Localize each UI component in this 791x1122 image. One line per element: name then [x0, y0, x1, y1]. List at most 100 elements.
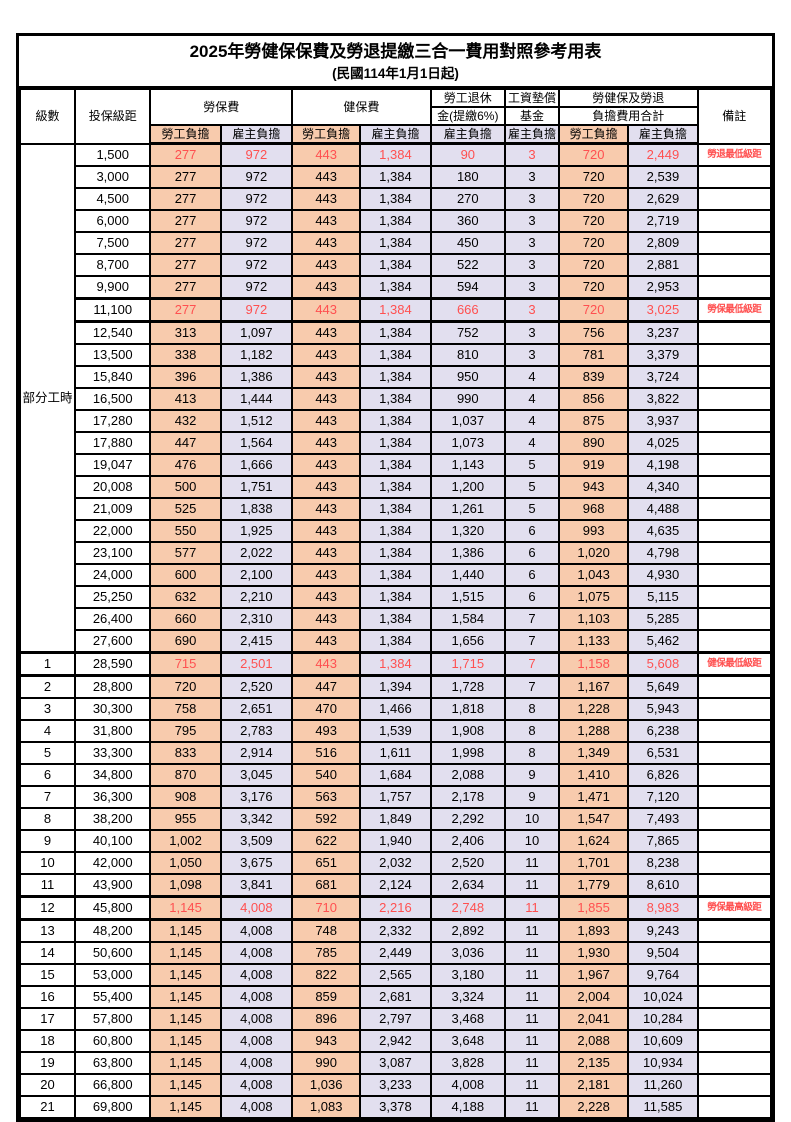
total-employer-cell: 2,449 [627, 142, 699, 167]
health-employer-cell: 1,384 [359, 365, 432, 389]
labor-employer-cell: 4,008 [219, 1095, 294, 1119]
salary-bracket-cell: 27,600 [74, 629, 152, 654]
salary-bracket-cell: 69,800 [74, 1095, 152, 1119]
salary-bracket-cell: 9,900 [74, 275, 152, 300]
wage-fund-employer-cell: 9 [503, 763, 560, 787]
table-row: 16 55,400 1,145 4,008 859 2,681 3,324 11 2,004 10… [18, 985, 773, 1009]
labor-employee-cell: 277 [149, 142, 222, 167]
labor-employer-cell: 2,100 [219, 563, 294, 587]
pension-employer-cell: 1,143 [429, 453, 506, 477]
remark-cell [696, 275, 773, 300]
wage-fund-employer-cell: 11 [503, 1007, 560, 1031]
labor-employer-cell: 2,783 [219, 719, 294, 743]
pension-employer-cell: 1,818 [429, 697, 506, 721]
health-employer-cell: 1,384 [359, 320, 432, 345]
total-employer-cell: 5,462 [627, 629, 699, 654]
table-row: 1 28,590 715 2,501 443 1,384 1,715 7 1,158 5,608 健… [18, 651, 773, 677]
health-employee-cell: 681 [291, 873, 362, 898]
health-employee-cell: 443 [291, 475, 362, 499]
total-employee-cell: 1,158 [557, 651, 630, 677]
table-row: 7 36,300 908 3,176 563 1,757 2,178 9 1,471 7,120 [18, 785, 773, 809]
health-employee-cell: 443 [291, 209, 362, 233]
total-employee-cell: 839 [557, 365, 630, 389]
remark-cell [696, 1007, 773, 1031]
health-employee-cell: 447 [291, 674, 362, 699]
salary-bracket-cell: 48,200 [74, 918, 152, 943]
total-employee-cell: 2,088 [557, 1029, 630, 1053]
table-row: 部分工時 1,500 277 972 443 1,384 90 3 720 2,449 勞退最低級距 [18, 142, 773, 654]
health-employee-cell: 540 [291, 763, 362, 787]
labor-employee-cell: 500 [149, 475, 222, 499]
health-employer-cell: 3,233 [359, 1073, 432, 1097]
labor-employee-cell: 1,145 [149, 895, 222, 921]
header-health-insurance: 健保費 [291, 88, 432, 126]
labor-employer-cell: 972 [219, 275, 294, 300]
wage-fund-employer-cell: 11 [503, 1051, 560, 1075]
total-employee-cell: 720 [557, 297, 630, 323]
total-employer-cell: 5,943 [627, 697, 699, 721]
health-employer-cell: 1,384 [359, 431, 432, 455]
level-cell: 4 [18, 719, 77, 743]
total-employer-cell: 3,937 [627, 409, 699, 433]
pension-employer-cell: 752 [429, 320, 506, 345]
subheader-labor-employee: 勞工負擔 [149, 124, 222, 145]
wage-fund-employer-cell: 11 [503, 1029, 560, 1053]
labor-employee-cell: 577 [149, 541, 222, 565]
labor-employee-cell: 1,145 [149, 1007, 222, 1031]
health-employee-cell: 443 [291, 187, 362, 211]
health-employer-cell: 2,797 [359, 1007, 432, 1031]
labor-employee-cell: 1,145 [149, 1051, 222, 1075]
labor-employer-cell: 4,008 [219, 1073, 294, 1097]
salary-bracket-cell: 21,009 [74, 497, 152, 521]
pension-employer-cell: 1,715 [429, 651, 506, 677]
header-wage-fund-line2: 基金 [503, 106, 560, 126]
remark-cell [696, 585, 773, 609]
level-cell: 21 [18, 1095, 77, 1119]
table-row: 10 42,000 1,050 3,675 651 2,032 2,520 11 1,701 8,… [18, 851, 773, 875]
health-employee-cell: 748 [291, 918, 362, 943]
title-block: 2025年勞健保保費及勞退提繳三合一費用對照參考用表 (民國114年1月1日起) [19, 36, 772, 88]
table-row: 13,500 338 1,182 443 1,384 810 3 781 3,379 [20, 343, 773, 367]
total-employer-cell: 4,340 [627, 475, 699, 499]
labor-employer-cell: 3,675 [219, 851, 294, 875]
labor-employee-cell: 1,145 [149, 985, 222, 1009]
premium-reference-sheet: 2025年勞健保保費及勞退提繳三合一費用對照參考用表 (民國114年1月1日起)… [16, 33, 775, 1122]
health-employee-cell: 443 [291, 629, 362, 654]
total-employee-cell: 1,167 [557, 674, 630, 699]
labor-employer-cell: 3,841 [219, 873, 294, 898]
health-employer-cell: 1,384 [359, 497, 432, 521]
remark-cell [696, 519, 773, 543]
pension-employer-cell: 3,468 [429, 1007, 506, 1031]
subheader-total-employer: 雇主負擔 [627, 124, 699, 145]
table-row: 25,250 632 2,210 443 1,384 1,515 6 1,075 5,115 [20, 585, 773, 609]
health-employer-cell: 1,384 [359, 541, 432, 565]
wage-fund-employer-cell: 11 [503, 963, 560, 987]
total-employee-cell: 720 [557, 253, 630, 277]
health-employee-cell: 443 [291, 297, 362, 323]
table-row: 19 63,800 1,145 4,008 990 3,087 3,828 11 2,135 10… [18, 1051, 773, 1075]
labor-employee-cell: 396 [149, 365, 222, 389]
salary-bracket-cell: 16,500 [74, 387, 152, 411]
labor-employer-cell: 4,008 [219, 895, 294, 921]
total-employee-cell: 1,471 [557, 785, 630, 809]
wage-fund-employer-cell: 4 [503, 365, 560, 389]
wage-fund-employer-cell: 5 [503, 475, 560, 499]
health-employer-cell: 1,384 [359, 297, 432, 323]
remark-cell [696, 475, 773, 499]
total-employee-cell: 1,701 [557, 851, 630, 875]
health-employee-cell: 859 [291, 985, 362, 1009]
labor-employee-cell: 1,145 [149, 1095, 222, 1119]
labor-employer-cell: 1,666 [219, 453, 294, 477]
pension-employer-cell: 4,188 [429, 1095, 506, 1119]
health-employer-cell: 3,378 [359, 1095, 432, 1119]
wage-fund-employer-cell: 3 [503, 142, 560, 167]
salary-bracket-cell: 15,840 [74, 365, 152, 389]
subheader-health-employer: 雇主負擔 [359, 124, 432, 145]
table-row: 20,008 500 1,751 443 1,384 1,200 5 943 4,340 [20, 475, 773, 499]
total-employer-cell: 9,243 [627, 918, 699, 943]
total-employer-cell: 2,953 [627, 275, 699, 300]
total-employer-cell: 5,608 [627, 651, 699, 677]
table-row: 9 40,100 1,002 3,509 622 1,940 2,406 10 1,624 7,8… [18, 829, 773, 853]
remark-cell [696, 497, 773, 521]
health-employee-cell: 443 [291, 253, 362, 277]
